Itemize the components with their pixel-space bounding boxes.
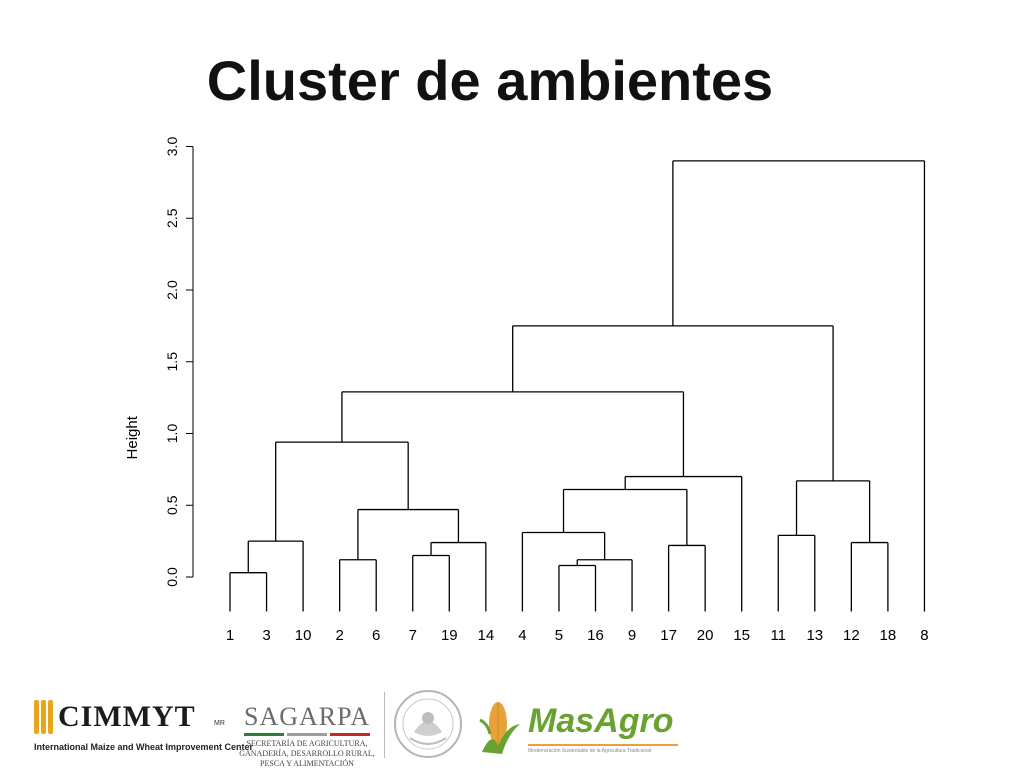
cimmyt-subtitle: International Maize and Wheat Improvemen…: [34, 742, 254, 752]
masagro-underline: [528, 744, 678, 746]
y-tick-label: 2.5: [164, 208, 180, 228]
leaf-label: 4: [518, 627, 526, 644]
leaf-label: 16: [587, 627, 604, 644]
sagarpa-name: SAGARPA: [244, 702, 370, 731]
y-tick-label: 1.5: [164, 352, 180, 372]
leaf-label: 17: [660, 627, 677, 644]
corn-icon: [479, 702, 520, 754]
masagro-name: MasAgro: [528, 702, 674, 740]
sagarpa-color-bars: [244, 733, 370, 737]
leaf-label: 12: [843, 627, 860, 644]
leaf-label: 6: [372, 627, 380, 644]
masagro-subtitle: Modernización Sustentable de la Agricult…: [528, 748, 652, 754]
slide-title: Cluster de ambientes: [206, 49, 774, 112]
leaf-label: 1: [226, 627, 234, 644]
y-tick-label: 2.0: [164, 280, 180, 300]
y-tick-label: 1.0: [164, 424, 180, 444]
leaf-label: 5: [555, 627, 563, 644]
leaf-label: 19: [441, 627, 458, 644]
leaf-label: 14: [478, 627, 495, 644]
sagarpa-subtitle: SECRETARÍA DE AGRICULTURA, GANADERÍA, DE…: [239, 739, 375, 768]
leaf-label: 18: [880, 627, 897, 644]
y-tick-label: 0.5: [164, 495, 180, 515]
leaf-label: 15: [733, 627, 750, 644]
wheat-icon: [34, 700, 56, 734]
leaf-label: 3: [262, 627, 270, 644]
logo-footer: CIMMYT MR International Maize and Wheat …: [0, 680, 1024, 768]
leaf-label: 9: [628, 627, 636, 644]
cimmyt-mark-text: MR: [214, 720, 225, 727]
cimmyt-logo: CIMMYT MR International Maize and Wheat …: [34, 700, 253, 760]
masagro-logo: MasAgro Modernización Sustentable de la …: [478, 690, 688, 760]
leaf-label: 2: [335, 627, 343, 644]
y-tick-label: 3.0: [164, 137, 180, 157]
y-tick-label: 0.0: [164, 567, 180, 587]
leaf-label: 7: [409, 627, 417, 644]
leaf-label: 20: [697, 627, 714, 644]
y-axis-label: Height: [124, 415, 141, 459]
leaf-label: 11: [770, 627, 786, 644]
leaf-labels: 1 3 10 2 6 7 19 14 4 5 16 9 17 20 15 11 13 12 18 8: [226, 627, 929, 644]
sagarpa-logo: SAGARPA SECRETARÍA DE AGRICULTURA, GANAD…: [238, 702, 378, 768]
leaf-label: 13: [806, 627, 823, 644]
y-axis: 0.0 0.5 1.0 1.5 2.0 2.5 3.0 Height: [124, 137, 194, 587]
cimmyt-name: CIMMYT: [58, 700, 196, 733]
leaf-label: 10: [295, 627, 312, 644]
logo-divider: [384, 692, 385, 758]
mexican-coat-of-arms-seal-icon: [394, 690, 462, 758]
leaf-label: 8: [920, 627, 928, 644]
dendrogram-tree: [229, 160, 926, 612]
